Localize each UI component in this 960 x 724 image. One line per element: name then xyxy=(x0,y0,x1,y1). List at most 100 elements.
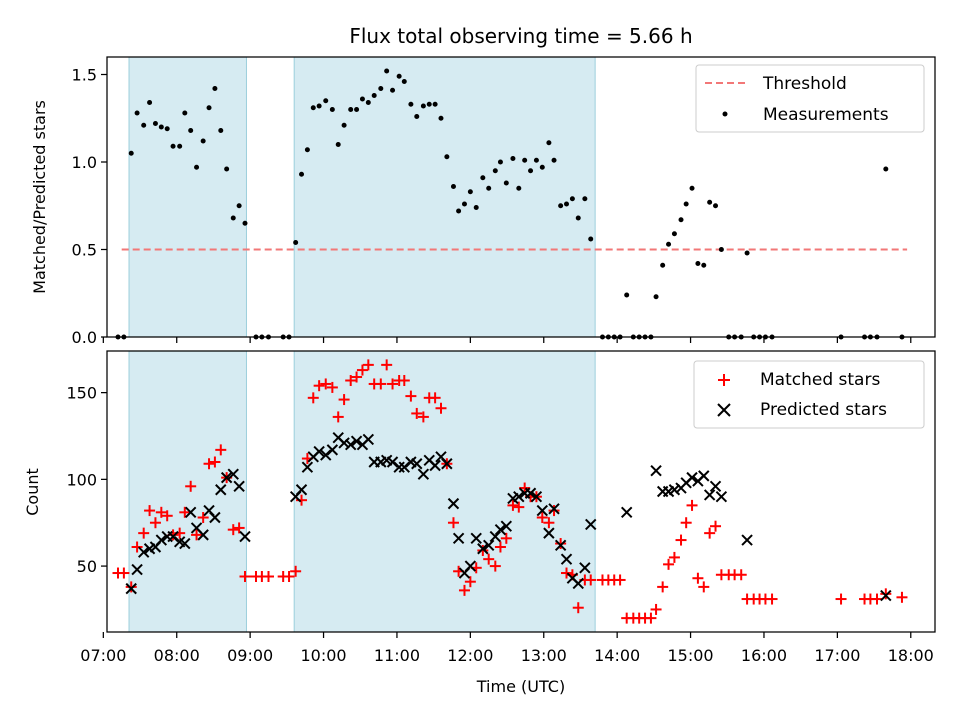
matched-star-point xyxy=(262,570,274,582)
measurement-point xyxy=(744,250,750,256)
predicted-star-point xyxy=(301,461,314,473)
measurement-point xyxy=(438,115,444,121)
legend-matched-label: Matched stars xyxy=(760,370,880,390)
matched-star-point xyxy=(585,574,597,586)
measurement-point xyxy=(467,189,473,195)
top-y-tick-label: 1.5 xyxy=(72,66,97,85)
matched-star-point xyxy=(239,570,251,582)
predicted-star-point xyxy=(179,537,191,550)
top-panel: 0.0 0.5 1.0 1.5 Flux total observing time =… xyxy=(30,24,936,347)
matched-star-point xyxy=(663,558,675,570)
predicted-star-point xyxy=(560,553,573,565)
measurement-point xyxy=(200,138,206,144)
top-y-tick-label: 0.0 xyxy=(72,328,97,347)
matched-star-point xyxy=(500,532,512,544)
matched-star-point xyxy=(326,381,338,393)
matched-star-point xyxy=(149,517,161,529)
matched-star-point xyxy=(155,506,167,518)
measurement-point xyxy=(689,185,695,191)
measurement-point xyxy=(522,157,528,163)
predicted-star-point xyxy=(447,497,460,510)
predicted-star-point xyxy=(209,511,221,524)
measurement-point xyxy=(546,140,552,146)
predicted-star-point xyxy=(489,530,502,543)
matched-star-point xyxy=(657,581,669,593)
predicted-star-point xyxy=(524,487,537,499)
measurement-point xyxy=(304,147,310,153)
measurement-point xyxy=(218,128,224,133)
matched-star-point xyxy=(464,576,476,588)
predicted-star-point xyxy=(429,459,441,472)
measurement-point xyxy=(242,220,248,226)
bottom-x-axis-label: Time (UTC) xyxy=(476,677,565,696)
matched-star-point xyxy=(398,374,410,386)
matched-star-point xyxy=(215,444,227,456)
matched-star-point xyxy=(138,527,150,539)
x-tick-label: 07:00 xyxy=(80,646,126,665)
measurement-point xyxy=(503,180,509,186)
matched-star-point xyxy=(536,512,548,524)
measurement-point xyxy=(718,247,724,252)
top-x-ticks xyxy=(102,337,912,343)
predicted-star-point xyxy=(197,529,209,541)
predicted-star-point xyxy=(417,468,430,480)
matched-star-point xyxy=(405,390,417,402)
x-tick-label: 15:00 xyxy=(668,646,714,665)
matched-star-point xyxy=(320,378,332,390)
predicted-star-point xyxy=(715,490,728,503)
predicted-star-point xyxy=(470,532,482,545)
measurement-point xyxy=(141,122,147,128)
measurement-point xyxy=(329,107,335,112)
measurement-point xyxy=(206,105,212,111)
legend-measurements-swatch xyxy=(722,111,728,117)
matched-star-point xyxy=(351,371,363,383)
matched-star-point xyxy=(429,392,441,404)
measurement-point xyxy=(299,171,305,177)
predicted-star-point xyxy=(295,484,308,496)
measurement-point xyxy=(678,217,684,223)
predicted-star-point xyxy=(220,471,233,484)
matched-star-point xyxy=(191,529,203,541)
measurement-point xyxy=(378,86,384,91)
matched-star-point xyxy=(686,499,698,511)
measurement-point xyxy=(450,184,456,189)
measurement-point xyxy=(564,201,570,207)
legend-measurements-label: Measurements xyxy=(763,105,889,125)
measurement-point xyxy=(653,294,659,300)
matched-star-point xyxy=(338,394,350,406)
matched-star-point xyxy=(871,593,883,605)
predicted-star-point xyxy=(698,470,710,482)
measurement-point xyxy=(128,150,134,156)
measurement-point xyxy=(666,241,672,247)
measurement-point xyxy=(293,240,299,245)
predicted-star-point xyxy=(620,506,633,519)
measurement-point xyxy=(384,68,390,74)
measurement-point xyxy=(323,98,329,104)
measurement-point xyxy=(212,86,218,91)
matched-star-point xyxy=(704,527,716,539)
predicted-star-point xyxy=(344,438,357,451)
measurement-point xyxy=(551,157,557,163)
matched-star-point xyxy=(680,517,692,529)
top-y-axis-label: Matched/Predicted stars xyxy=(30,100,49,294)
top-legend-box xyxy=(695,64,925,133)
bottom-legend-box xyxy=(693,360,925,429)
matched-star-point xyxy=(735,569,747,581)
measurement-point xyxy=(701,262,707,268)
predicted-star-point xyxy=(543,527,555,539)
measurement-point xyxy=(164,126,170,132)
x-tick-label: 08:00 xyxy=(154,646,200,665)
top-legend: Threshold Measurements xyxy=(695,64,925,133)
predicted-star-point xyxy=(709,480,722,493)
matched-star-point xyxy=(675,534,687,546)
matched-star-point xyxy=(417,411,429,423)
measurement-point xyxy=(396,73,402,79)
measurement-point xyxy=(177,143,183,149)
observing-interval-1 xyxy=(129,57,247,337)
matched-star-point xyxy=(645,612,657,624)
matched-star-point xyxy=(668,551,680,563)
measurement-point xyxy=(316,103,322,109)
predicted-star-point xyxy=(668,484,681,496)
measurement-point xyxy=(414,114,420,119)
bottom-panel: 50 100 150 07:00 08:00 09:00 10:00 11:00 12:00 1… xyxy=(23,350,936,696)
